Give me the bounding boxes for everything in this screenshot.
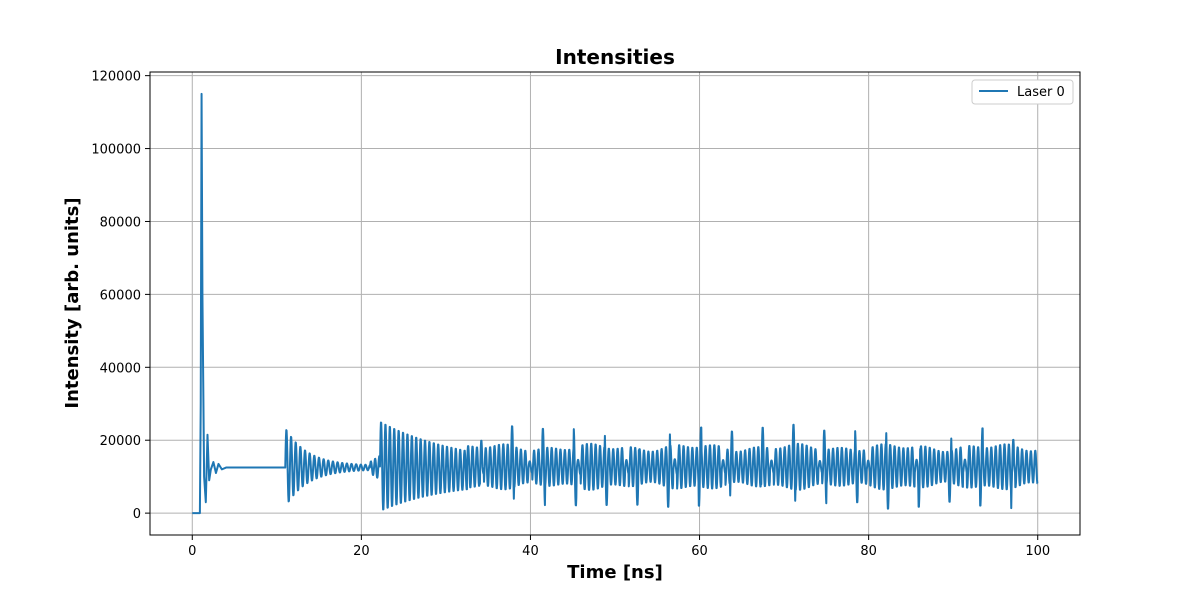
x-tick-label: 60 <box>691 544 708 559</box>
y-tick-label: 60000 <box>100 288 141 303</box>
x-tick-label: 40 <box>522 544 539 559</box>
y-tick-label: 0 <box>133 507 141 522</box>
y-tick-label: 80000 <box>100 215 141 230</box>
y-tick-label: 120000 <box>91 70 141 85</box>
legend-box <box>971 79 1074 105</box>
y-tick-label: 20000 <box>100 434 141 449</box>
chart-title: Intensities <box>555 45 675 69</box>
y-tick-label: 40000 <box>100 361 141 376</box>
x-axis-title: Time [ns] <box>567 562 663 583</box>
x-tick-label: 20 <box>353 544 370 559</box>
plot-frame <box>149 71 1081 536</box>
legend-label: Laser 0 <box>1017 85 1065 100</box>
x-tick-label: 100 <box>1025 544 1050 559</box>
legend: Laser 0 <box>971 79 1074 105</box>
y-axis-title: Intensity [arb. units] <box>62 197 83 408</box>
series-line <box>192 92 1039 515</box>
y-tick-label: 100000 <box>91 143 141 158</box>
x-tick-label: 80 <box>860 544 877 559</box>
axis-ticks: 0 20 40 60 80 100 0 20000 40000 60000 80000 100000 1… <box>91 70 1050 559</box>
grid <box>150 72 1080 535</box>
series-laser-0 <box>192 92 1039 515</box>
x-tick-label: 0 <box>188 544 196 559</box>
